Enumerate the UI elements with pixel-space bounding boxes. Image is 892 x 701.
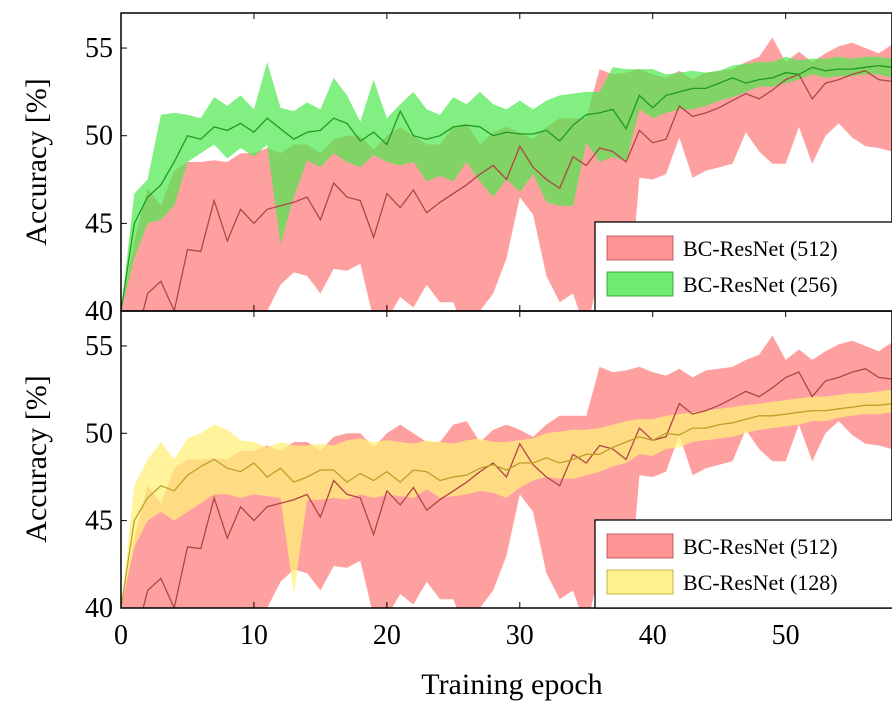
top-plot-area [121, 37, 892, 311]
bottom-plot-area [121, 335, 892, 608]
bottom-y-tick-label: 40 [85, 593, 113, 624]
bottom-x-tick-label: 40 [639, 620, 667, 651]
bottom-legend-swatch-red [606, 533, 674, 559]
bottom-x-tick-label: 20 [373, 620, 401, 651]
top-legend-label-red: BC-ResNet (512) [683, 236, 838, 261]
bottom-ticks: 40 45 50 55 0 10 20 30 40 50 [85, 311, 800, 651]
top-band-green [121, 56, 892, 311]
top-legend-swatch-red [606, 235, 674, 261]
top-mean-line-red [121, 70, 892, 311]
bottom-y-tick-label: 50 [85, 418, 113, 449]
bottom-plot-frame [120, 310, 892, 609]
top-y-axis-title: Accuracy [%] [20, 78, 53, 245]
top-y-tick-label: 50 [85, 121, 113, 152]
bottom-x-tick-label: 10 [240, 620, 268, 651]
bottom-legend-label-red: BC-ResNet (512) [683, 534, 838, 559]
top-y-tick-label: 40 [85, 296, 113, 327]
bottom-legend-label-yellow: BC-ResNet (128) [683, 570, 838, 595]
bottom-mean-line-red [121, 367, 892, 608]
bottom-band-yellow [121, 389, 892, 608]
bottom-y-tick-label: 55 [85, 331, 113, 362]
top-legend-label-green: BC-ResNet (256) [683, 272, 838, 297]
bottom-y-axis-title: Accuracy [%] [20, 375, 53, 542]
top-mean-line-green [121, 64, 892, 311]
top-ticks: 40 45 50 55 [85, 13, 787, 327]
top-y-tick-label: 45 [85, 208, 113, 239]
bottom-x-tick-label: 0 [114, 620, 128, 651]
top-legend-swatch-green [606, 271, 674, 297]
bottom-legend-swatch-yellow [606, 569, 674, 595]
bottom-x-tick-label: 50 [772, 620, 800, 651]
bottom-y-tick-label: 45 [85, 506, 113, 537]
top-y-tick-label: 55 [85, 33, 113, 64]
x-axis-title: Training epoch [421, 668, 602, 701]
bottom-x-tick-label: 30 [506, 620, 534, 651]
bottom-panel: 40 45 50 55 0 10 20 30 40 50 Accuracy [%] Trainin… [20, 310, 892, 701]
bottom-mean-line-yellow [121, 402, 892, 608]
bottom-legend: BC-ResNet (512) BC-ResNet (128) [594, 519, 892, 609]
top-legend: BC-ResNet (512) BC-ResNet (256) [594, 221, 892, 312]
